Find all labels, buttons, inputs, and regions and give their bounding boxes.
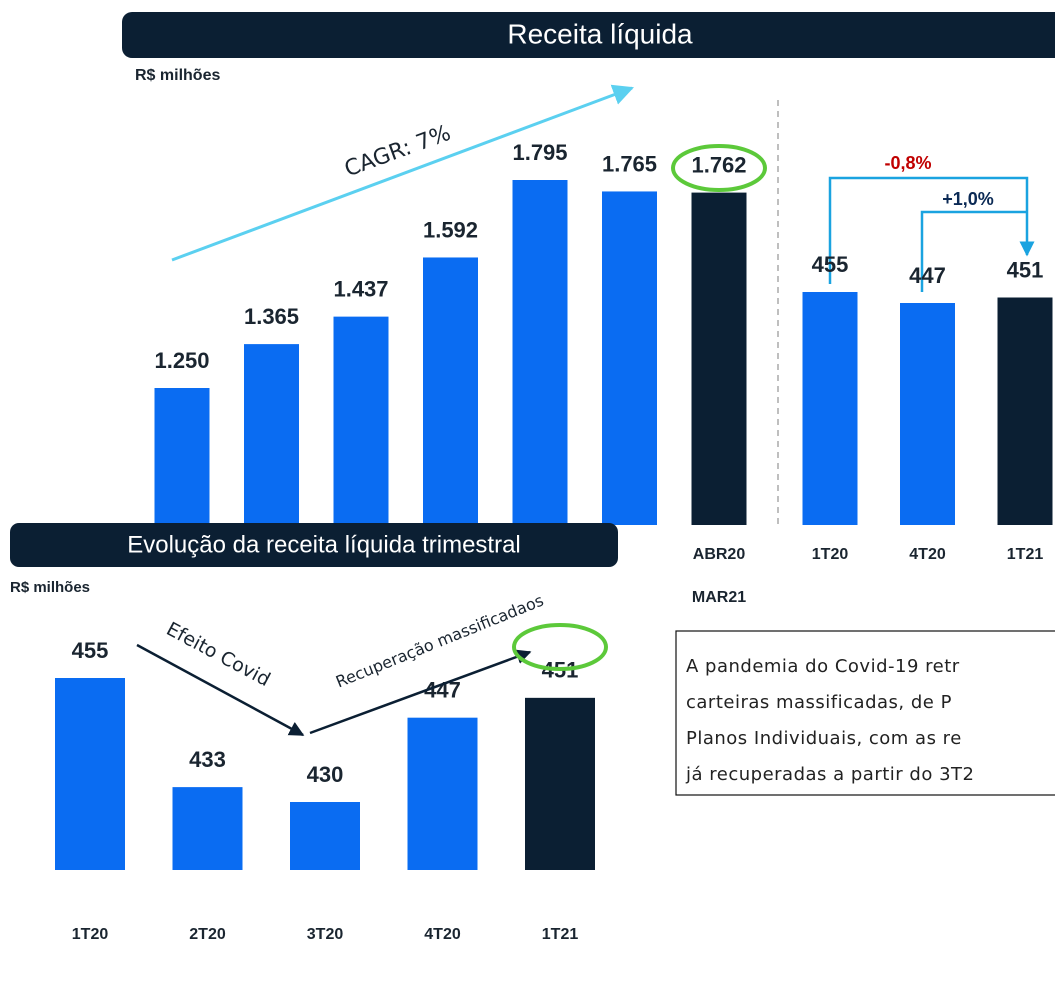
bar xyxy=(407,717,478,870)
bars: 1.250 1.365 1.437 1.592 1.795 1.765 1.762 ABR20… xyxy=(55,140,1053,943)
bar xyxy=(55,678,125,870)
value-label: 451 xyxy=(1007,257,1044,282)
title-bar xyxy=(122,12,1055,58)
value-label: 447 xyxy=(909,263,946,288)
x-tick-label: 1T20 xyxy=(812,546,849,563)
value-label: 1.437 xyxy=(333,276,388,301)
value-label: 1.765 xyxy=(602,151,657,176)
bracket xyxy=(920,210,1027,292)
bar xyxy=(244,344,299,525)
value-label: 1.762 xyxy=(691,152,746,177)
x-tick-label: 1T21 xyxy=(1007,546,1044,563)
text-box xyxy=(675,630,1055,796)
chart-title: Receita líquida xyxy=(507,18,693,49)
bar xyxy=(423,257,478,525)
bar xyxy=(512,180,568,525)
title-bar xyxy=(10,523,618,567)
chart-title: Evolução da receita líquida trimestral xyxy=(127,531,521,558)
x-tick-label: 4T20 xyxy=(909,546,946,563)
bar xyxy=(602,191,657,526)
bar xyxy=(900,303,955,525)
bar xyxy=(172,787,243,870)
bar xyxy=(802,292,858,525)
bar xyxy=(290,802,360,870)
text-line: A pandemia do Covid-19 retr xyxy=(686,656,960,677)
annotation: CAGR: 7% xyxy=(341,121,454,182)
subtitle: R$ milhões xyxy=(135,67,220,84)
highlight xyxy=(671,144,767,192)
arrow xyxy=(309,649,532,735)
value-label: 455 xyxy=(812,252,849,277)
x-tick-label: 1T20 xyxy=(72,926,109,943)
bracket xyxy=(828,176,1035,284)
bar xyxy=(525,697,595,870)
x-tick-label: 2T20 xyxy=(189,926,226,943)
x-tick-label: 3T20 xyxy=(307,926,344,943)
bar xyxy=(333,316,389,525)
text-line: Planos Individuais, com as re xyxy=(686,728,962,749)
value-label: 1.795 xyxy=(512,140,567,165)
bar xyxy=(154,388,210,525)
x-tick-label: 1T21 xyxy=(542,926,579,943)
text-line: carteiras massificadas, de P xyxy=(686,692,952,713)
annotation: -0,8% xyxy=(884,153,931,173)
text-line: já recuperadas a partir do 3T2 xyxy=(685,764,974,785)
value-label: 1.250 xyxy=(154,348,209,373)
x-tick-label: MAR21 xyxy=(692,589,746,606)
value-label: 1.592 xyxy=(423,217,478,242)
bar xyxy=(997,297,1053,525)
value-label: 433 xyxy=(189,747,226,772)
annotation: Efeito Covid xyxy=(163,618,274,691)
subtitle: R$ milhões xyxy=(10,579,90,596)
arrow xyxy=(136,643,305,737)
x-tick-label: 4T20 xyxy=(424,926,461,943)
x-tick-label: ABR20 xyxy=(693,546,746,563)
highlight xyxy=(512,623,608,671)
bar xyxy=(691,192,747,526)
cagr-arrow xyxy=(171,84,634,262)
value-label: 1.365 xyxy=(244,304,299,329)
annotation: +1,0% xyxy=(942,189,994,209)
value-label: 455 xyxy=(72,638,109,663)
value-label: 430 xyxy=(307,762,344,787)
